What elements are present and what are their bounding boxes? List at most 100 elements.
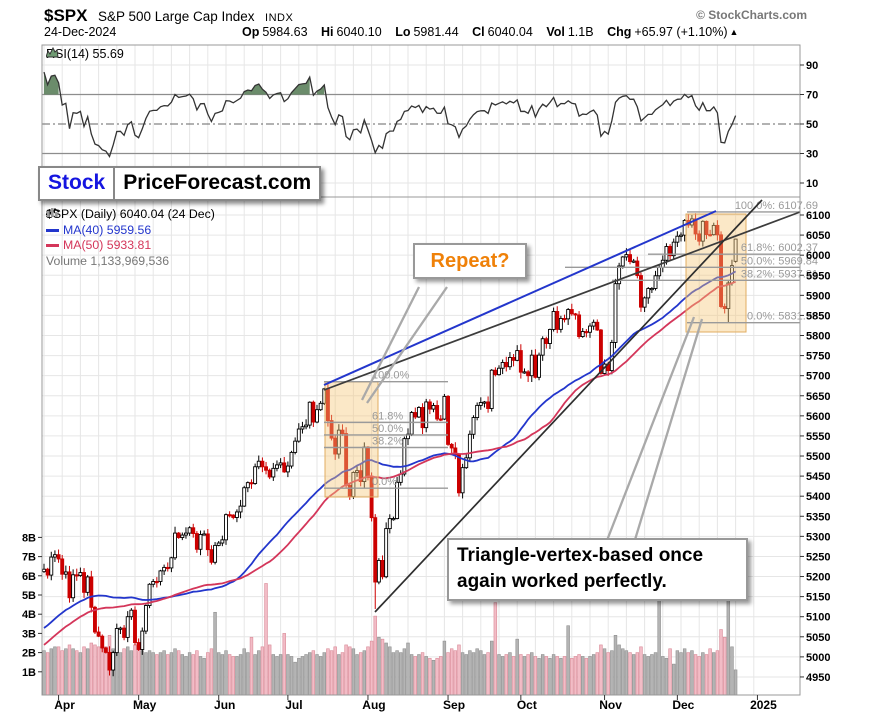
svg-text:5550: 5550 [806,431,830,443]
svg-text:70: 70 [806,90,818,102]
svg-text:90: 90 [806,60,818,72]
triangle-note-line2: again worked perfectly. [457,570,667,592]
symbol-label: $SPX [44,6,88,25]
svg-text:5900: 5900 [806,290,830,302]
close-label: Cl [472,25,485,39]
svg-text:5150: 5150 [806,592,830,604]
watermark-stock: Stock [38,166,116,201]
svg-text:Jul: Jul [285,698,302,712]
svg-text:4950: 4950 [806,672,830,684]
svg-text:30: 30 [806,149,818,161]
triangle-support [374,199,763,613]
svg-text:5800: 5800 [806,331,830,343]
open-value: 5984.63 [262,25,308,39]
repeat-annotation: Repeat? [413,243,527,279]
svg-text:5100: 5100 [806,612,830,624]
svg-text:5000: 5000 [806,652,830,664]
svg-text:Aug: Aug [362,698,385,712]
legend-symbol-text: $SPX (Daily) 6040.04 (24 Dec) [46,207,215,221]
legend-ma40-text: MA(40) 5959.56 [63,222,152,237]
svg-text:3B: 3B [22,628,36,640]
legend-ma40-row: MA(40) 5959.56 [46,223,215,239]
low-label: Lo [395,25,411,39]
quote-row: 24-Dec-2024 Op 5984.63 Hi 6040.10 Lo 5981.4… [44,25,738,39]
svg-text:5400: 5400 [806,491,830,503]
volume-value: 1.1B [567,25,594,39]
legend-ma50-row: MA(50) 5933.81 [46,238,215,254]
svg-text:50: 50 [806,119,818,131]
svg-text:Nov: Nov [599,698,622,712]
svg-text:5500: 5500 [806,451,830,463]
svg-text:6B: 6B [22,571,36,583]
ma50-swatch-icon [46,244,59,248]
svg-text:4B: 4B [22,609,36,621]
symbol-name: S&P 500 Large Cap Index [97,9,255,24]
svg-text:8B: 8B [22,532,36,544]
svg-text:1B: 1B [22,667,36,679]
svg-text:Sep: Sep [443,698,465,712]
svg-text:5950: 5950 [806,270,830,282]
watermark-priceforecast: PriceForecast.com [113,166,322,201]
svg-text:38.2%: 5937.31: 38.2%: 5937.31 [741,268,818,280]
quote-ohlc: Op 5984.63 Hi 6040.10 Lo 5981.44 Cl 6040.04 … [232,25,738,39]
legend-volume-text: Volume 1,133,969,536 [46,253,170,268]
open-label: Op [242,25,260,39]
price-legend: $SPX (Daily) 6040.04 (24 Dec) MA(40) 595… [46,207,215,269]
legend-ma50-text: MA(50) 5933.81 [63,238,152,252]
svg-text:100.0%: 100.0% [372,370,410,382]
svg-text:5250: 5250 [806,551,830,563]
callout-pointers [360,286,704,544]
triangle-note-line1: Triangle-vertex-based once [457,545,704,566]
svg-text:6000: 6000 [806,250,830,262]
svg-text:2025: 2025 [750,698,777,712]
channel-top-dark [323,211,801,391]
svg-text:5200: 5200 [806,572,830,584]
svg-text:0.0%: 0.0% [372,476,397,488]
rsi-plot [43,71,737,158]
fibonacci-levels: 100.0% 61.8%50.0%38.2% 0.0% 100.0%: 6107.69… [324,200,818,489]
symbol-exchange: INDX [265,12,294,24]
high-label: Hi [321,25,334,39]
svg-text:38.2%: 38.2% [372,435,403,447]
dec-retracement-box [685,213,747,333]
svg-text:5050: 5050 [806,632,830,644]
svg-text:6050: 6050 [806,230,830,242]
volume-bars [42,575,738,696]
svg-text:6100: 6100 [806,210,830,222]
close-value: 6040.04 [487,25,533,39]
svg-text:Dec: Dec [672,698,694,712]
svg-text:10: 10 [806,178,818,190]
svg-text:5B: 5B [22,590,36,602]
channel-top-blue [323,210,717,386]
svg-text:5700: 5700 [806,371,830,383]
svg-text:61.8%: 61.8% [372,410,403,422]
ma40-swatch-icon [46,228,59,232]
stockcharts-copyright-link[interactable]: © StockCharts.com [696,8,807,22]
axis-labels: 4950 5000 5050 5100 5150 5200 5250 5300 5350 5400… [22,60,831,712]
chart-title-row: $SPX S&P 500 Large Cap Index INDX [44,6,293,26]
svg-text:7B: 7B [22,552,36,564]
svg-text:5750: 5750 [806,351,830,363]
quote-date: 24-Dec-2024 [44,25,117,39]
svg-text:50.0%: 50.0% [372,423,403,435]
rsi-area-icon [46,47,59,58]
low-value: 5981.44 [413,25,459,39]
svg-text:100.0%: 6107.69: 100.0%: 6107.69 [735,200,818,212]
trendlines [323,199,801,613]
svg-text:5650: 5650 [806,391,830,403]
svg-text:Apr: Apr [54,698,75,712]
volume-label: Vol [546,25,565,39]
svg-text:5600: 5600 [806,411,830,423]
svg-text:5350: 5350 [806,511,830,523]
legend-symbol-row: $SPX (Daily) 6040.04 (24 Dec) [46,207,215,223]
svg-text:Oct: Oct [517,698,537,712]
legend-volume-row: Volume 1,133,969,536 [46,208,215,270]
change-up-arrow-icon: ▲ [729,27,739,37]
watermark: Stock PriceForecast.com [38,166,322,201]
moving-averages [43,270,737,646]
high-value: 6040.10 [336,25,382,39]
svg-text:5850: 5850 [806,310,830,322]
change-label: Chg [607,25,632,39]
